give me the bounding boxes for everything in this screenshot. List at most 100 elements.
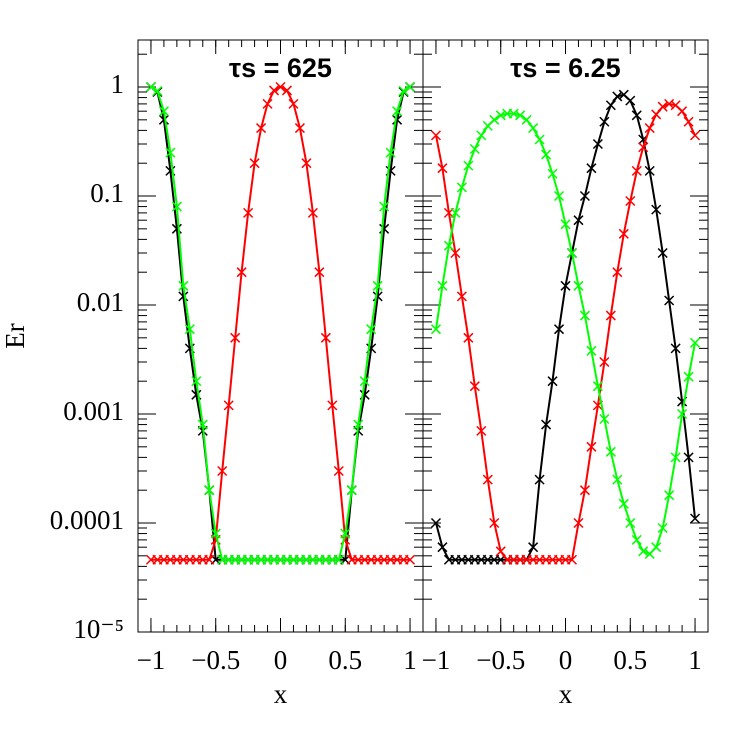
data-point (657, 247, 668, 259)
data-point (677, 106, 688, 117)
data-point (625, 517, 636, 529)
data-point (314, 267, 325, 278)
data-point (664, 295, 675, 306)
data-point (217, 465, 228, 477)
data-point (631, 534, 642, 545)
y-tick-label: 0.001 (63, 396, 124, 426)
data-point (573, 280, 584, 291)
data-point (346, 485, 357, 496)
data-point (495, 546, 506, 557)
data-point (243, 207, 254, 218)
data-point (230, 332, 241, 343)
data-point (599, 413, 610, 425)
data-point (307, 207, 318, 218)
data-point (469, 143, 480, 155)
data-point (476, 425, 487, 436)
data-point (528, 542, 539, 553)
y-tick-label: 0.0001 (50, 505, 124, 535)
data-point (178, 280, 189, 291)
data-point (579, 190, 590, 202)
data-point (631, 165, 642, 176)
data-point (631, 110, 642, 121)
data-point (592, 138, 603, 150)
data-point (625, 195, 636, 207)
data-point (553, 324, 565, 335)
data-point (437, 163, 448, 174)
data-point (651, 542, 662, 553)
data-point (566, 554, 578, 565)
data-point (592, 381, 603, 392)
y-tick-label: 0.1 (90, 178, 124, 208)
data-point (443, 240, 454, 251)
data-point (476, 130, 487, 141)
data-point (644, 165, 655, 176)
data-point (405, 81, 416, 93)
data-point (158, 106, 169, 117)
y-tick-label: 0.01 (77, 287, 124, 317)
data-point (612, 474, 623, 485)
data-point (605, 446, 616, 457)
data-point (463, 160, 474, 171)
y-tick-label: 10⁻⁵ (73, 614, 124, 644)
data-point (618, 498, 629, 509)
data-point (236, 267, 247, 278)
data-point (405, 554, 416, 565)
data-point (430, 324, 441, 335)
data-point (275, 81, 286, 93)
data-point (547, 376, 558, 387)
data-point (644, 123, 655, 134)
data-point (625, 95, 636, 106)
data-point (489, 517, 500, 529)
data-point (560, 280, 571, 291)
data-point (437, 542, 448, 553)
data-point (638, 142, 649, 153)
x-tick-label: −0.5 (476, 645, 525, 675)
data-point (204, 554, 215, 565)
data-point (165, 147, 176, 158)
data-point (281, 85, 293, 96)
data-point (171, 201, 182, 212)
data-point (618, 228, 629, 239)
data-point (586, 441, 597, 452)
data-point (495, 110, 506, 121)
data-point (612, 267, 623, 278)
y-axis-label: Er (0, 323, 30, 348)
data-point (152, 85, 163, 96)
data-point (638, 546, 649, 557)
data-point (359, 376, 370, 387)
x-axis-label: x (274, 679, 288, 709)
data-point (268, 85, 280, 96)
data-point (677, 408, 688, 420)
data-point (599, 116, 610, 127)
data-point (573, 517, 584, 529)
panel-title: τs = 625 (229, 53, 332, 83)
data-point (463, 332, 474, 343)
data-point (651, 109, 662, 120)
data-point (690, 337, 701, 348)
data-point (191, 376, 202, 387)
data-point (690, 130, 701, 141)
x-tick-label: 0 (559, 645, 573, 675)
data-point (430, 517, 441, 529)
data-point (392, 114, 403, 125)
x-tick-label: −0.5 (191, 645, 240, 675)
data-point (288, 98, 299, 109)
data-point (553, 190, 565, 202)
data-point (469, 381, 480, 392)
data-point (249, 158, 260, 169)
data-point (599, 356, 610, 368)
x-tick-label: 1 (688, 645, 702, 675)
data-point (430, 130, 441, 141)
data-point (612, 91, 623, 102)
data-point (482, 474, 493, 485)
data-point (579, 310, 590, 321)
x-tick-label: 1 (403, 645, 417, 675)
data-point (333, 465, 344, 477)
data-point (223, 400, 234, 411)
x-axis-label: x (559, 679, 573, 709)
data-point (534, 134, 545, 145)
data-point (547, 168, 558, 179)
data-point (262, 98, 273, 109)
data-point (184, 324, 195, 335)
